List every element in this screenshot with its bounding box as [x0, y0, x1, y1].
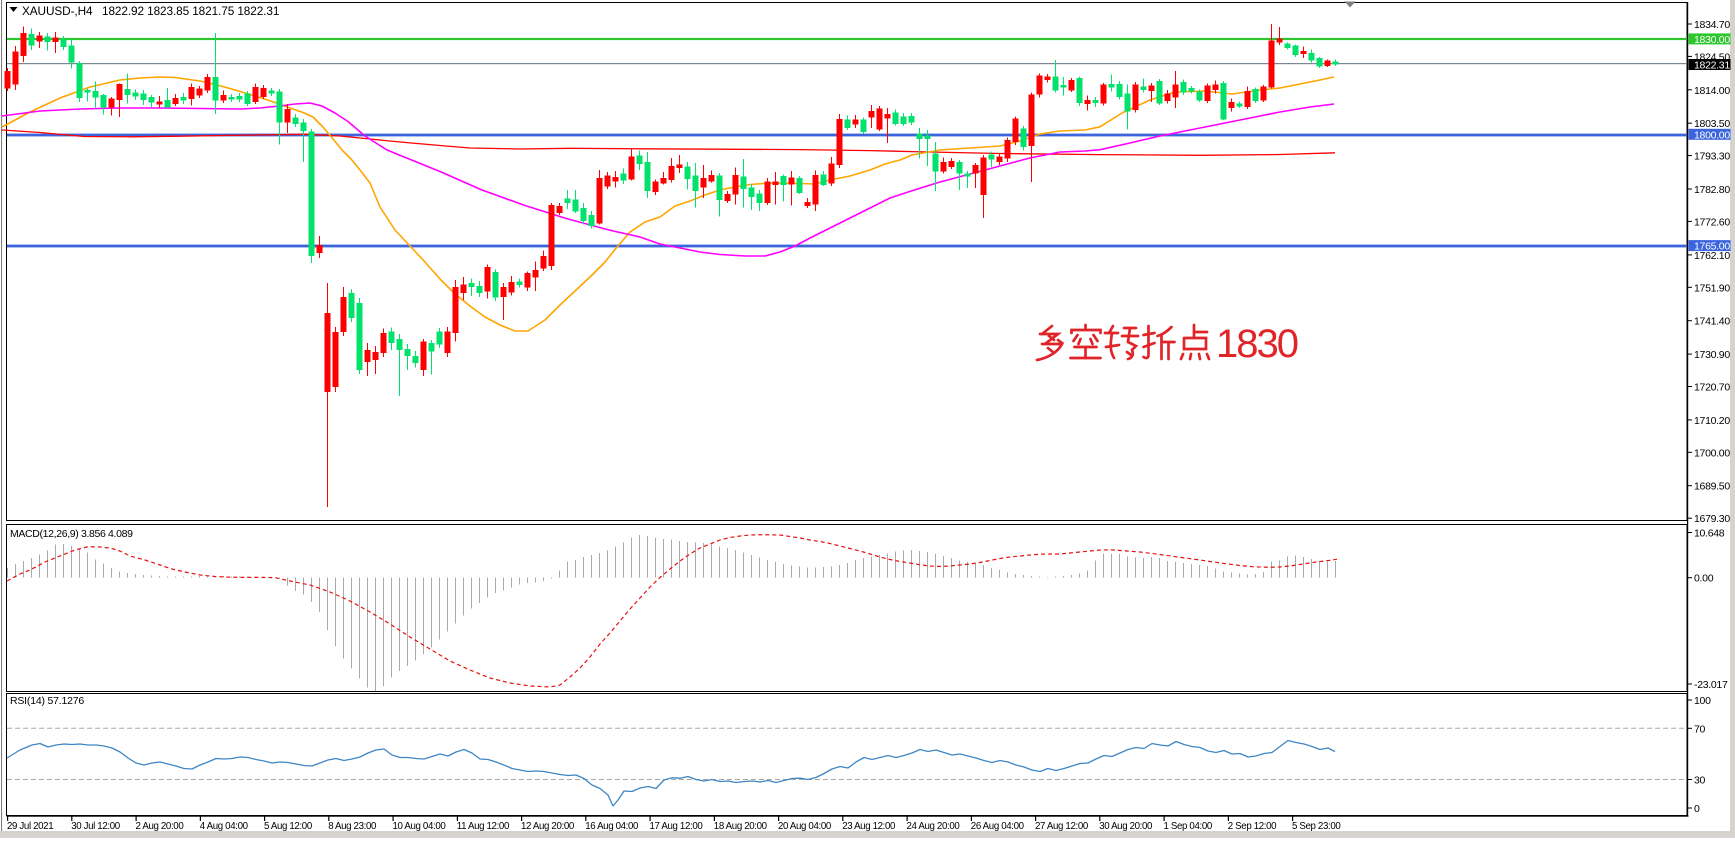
- svg-text:5 Sep 23:00: 5 Sep 23:00: [1292, 821, 1341, 832]
- svg-text:24 Aug 20:00: 24 Aug 20:00: [907, 821, 961, 832]
- svg-text:1741.40: 1741.40: [1694, 316, 1730, 328]
- svg-text:1800.00: 1800.00: [1694, 129, 1730, 141]
- svg-text:16 Aug 04:00: 16 Aug 04:00: [585, 821, 639, 832]
- svg-text:1720.70: 1720.70: [1694, 382, 1730, 394]
- svg-text:1803.50: 1803.50: [1694, 118, 1730, 130]
- svg-text:12 Aug 20:00: 12 Aug 20:00: [521, 821, 575, 832]
- svg-text:29 Jul 2021: 29 Jul 2021: [7, 821, 53, 832]
- svg-text:27 Aug 12:00: 27 Aug 12:00: [1035, 821, 1089, 832]
- svg-text:1 Sep 04:00: 1 Sep 04:00: [1164, 821, 1213, 832]
- svg-text:1700.00: 1700.00: [1694, 447, 1730, 459]
- svg-text:26 Aug 04:00: 26 Aug 04:00: [971, 821, 1025, 832]
- svg-text:4 Aug 04:00: 4 Aug 04:00: [200, 821, 249, 832]
- svg-text:30: 30: [1694, 775, 1706, 787]
- svg-text:-23.017: -23.017: [1694, 679, 1728, 691]
- svg-text:10 Aug 04:00: 10 Aug 04:00: [393, 821, 447, 832]
- svg-text:1782.80: 1782.80: [1694, 184, 1730, 196]
- svg-text:RSI(14) 57.1276: RSI(14) 57.1276: [10, 695, 84, 707]
- svg-text:1772.60: 1772.60: [1694, 216, 1730, 228]
- svg-text:18 Aug 20:00: 18 Aug 20:00: [714, 821, 768, 832]
- svg-text:100: 100: [1694, 695, 1711, 707]
- svg-text:XAUUSD-,H4 1822.92 1823.85 1: XAUUSD-,H4 1822.92 1823.85 1821.75 1822.…: [22, 4, 279, 18]
- svg-text:1793.30: 1793.30: [1694, 151, 1730, 163]
- svg-text:1822.31: 1822.31: [1694, 60, 1730, 72]
- svg-text:30 Jul 12:00: 30 Jul 12:00: [71, 821, 121, 832]
- svg-text:MACD(12,26,9) 3.856 4.089: MACD(12,26,9) 3.856 4.089: [10, 528, 133, 540]
- svg-text:70: 70: [1694, 723, 1706, 735]
- svg-text:1730.90: 1730.90: [1694, 349, 1730, 361]
- svg-text:1689.50: 1689.50: [1694, 481, 1730, 493]
- svg-text:2 Sep 12:00: 2 Sep 12:00: [1228, 821, 1277, 832]
- svg-text:8 Aug 23:00: 8 Aug 23:00: [328, 821, 377, 832]
- svg-text:5 Aug 12:00: 5 Aug 12:00: [264, 821, 313, 832]
- svg-text:1762.10: 1762.10: [1694, 250, 1730, 262]
- svg-text:30 Aug 20:00: 30 Aug 20:00: [1099, 821, 1153, 832]
- svg-text:1710.20: 1710.20: [1694, 415, 1730, 427]
- svg-text:0.00: 0.00: [1694, 573, 1714, 585]
- svg-text:23 Aug 12:00: 23 Aug 12:00: [842, 821, 896, 832]
- svg-text:1765.00: 1765.00: [1694, 241, 1730, 253]
- svg-text:11 Aug 12:00: 11 Aug 12:00: [457, 821, 510, 832]
- svg-text:1830: 1830: [1216, 322, 1298, 366]
- svg-text:1751.90: 1751.90: [1694, 282, 1730, 294]
- svg-text:0: 0: [1694, 803, 1700, 815]
- svg-text:1679.30: 1679.30: [1694, 513, 1730, 525]
- svg-text:1830.00: 1830.00: [1694, 34, 1730, 46]
- svg-text:1814.00: 1814.00: [1694, 85, 1730, 97]
- svg-text:2 Aug 20:00: 2 Aug 20:00: [136, 821, 185, 832]
- svg-text:10.648: 10.648: [1694, 528, 1725, 540]
- svg-text:20 Aug 04:00: 20 Aug 04:00: [778, 821, 832, 832]
- svg-text:1834.70: 1834.70: [1694, 19, 1730, 31]
- svg-text:17 Aug 12:00: 17 Aug 12:00: [650, 821, 704, 832]
